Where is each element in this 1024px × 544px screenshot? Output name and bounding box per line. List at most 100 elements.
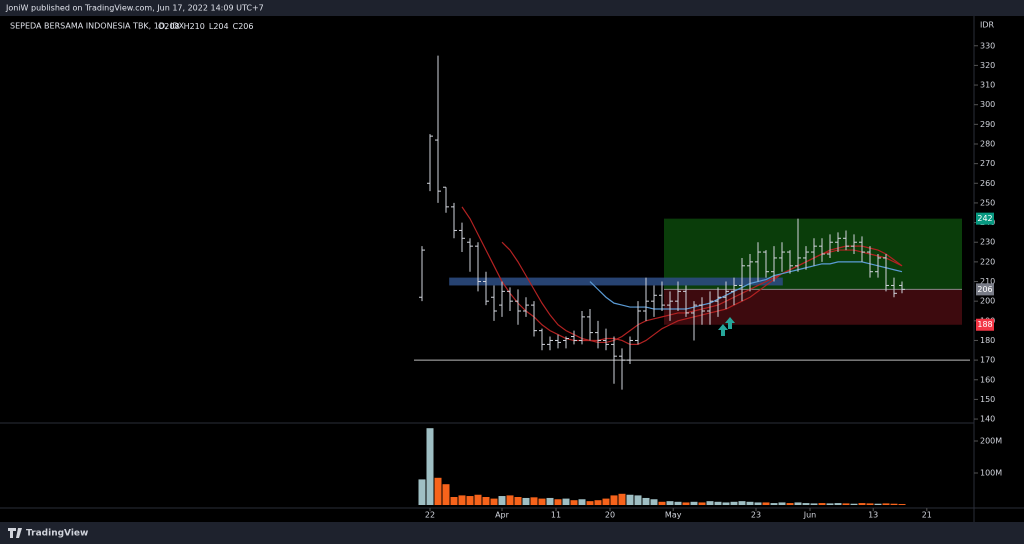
arrow	[725, 317, 735, 329]
volume-bar	[642, 497, 650, 505]
x-tick-label: 11	[551, 511, 561, 520]
x-tick-label: Jun	[803, 511, 817, 520]
volume-bar	[546, 497, 554, 505]
arrow	[718, 324, 728, 336]
y-tick-label: 320	[980, 61, 995, 70]
price-label-box	[976, 318, 994, 331]
ohlc-value: 208	[164, 22, 179, 31]
zone	[449, 277, 783, 286]
volume-bar	[538, 498, 546, 505]
y-tick-label: 310	[980, 81, 995, 90]
ohlc-value: 204	[213, 22, 228, 31]
volume-bar	[626, 494, 634, 505]
price-label-box	[976, 283, 994, 296]
volume-bar	[890, 503, 898, 505]
volume-bar	[898, 504, 906, 505]
y-tick-label: 250	[980, 198, 995, 207]
volume-tick-label: 200M	[980, 437, 1002, 446]
y-tick-label: 170	[980, 356, 995, 365]
x-tick-label: May	[665, 511, 682, 520]
volume-bar	[482, 497, 490, 505]
volume-bar	[418, 479, 426, 505]
ohlc-value: 206	[238, 22, 253, 31]
y-tick-label: 280	[980, 139, 995, 148]
position-profit	[664, 218, 962, 290]
x-tick-label: Apr	[495, 511, 510, 520]
y-tick-label: 160	[980, 375, 995, 384]
volume-bar	[602, 498, 610, 505]
y-tick-label: 220	[980, 257, 995, 266]
volume-bar	[466, 496, 474, 505]
volume-bar	[818, 503, 826, 505]
y-tick-label: 140	[980, 415, 995, 424]
volume-bar	[490, 498, 498, 505]
publisher: JoniW published on TradingView.com, Jun …	[5, 4, 264, 13]
volume-bar	[858, 503, 866, 505]
price-label: 242	[977, 214, 992, 223]
volume-bar	[498, 496, 506, 505]
volume-bar	[650, 499, 658, 505]
y-tick-label: 260	[980, 179, 995, 188]
volume-bar	[794, 502, 802, 505]
volume-bar	[474, 494, 482, 505]
volume-bar	[850, 503, 858, 505]
overlay-line	[589, 261, 903, 310]
volume-bar	[754, 502, 762, 505]
x-tick-label: 22	[425, 511, 435, 520]
volume-bar	[738, 501, 746, 505]
volume-bar	[554, 499, 562, 505]
volume-bar	[530, 497, 538, 505]
price-label: 206	[977, 285, 992, 294]
volume-bar	[842, 503, 850, 505]
volume-bar	[570, 500, 578, 505]
volume-bar	[746, 501, 754, 505]
currency: IDR	[980, 21, 995, 30]
y-tick-label: 210	[980, 277, 995, 286]
x-tick-label: 21	[922, 511, 932, 520]
ohlc-legend: O208 H210 L204 C206	[158, 22, 254, 31]
volume-bar	[778, 502, 786, 505]
volume-bar	[666, 501, 674, 505]
position-loss	[664, 289, 962, 325]
volume-bar	[874, 503, 882, 505]
volume-bar	[578, 499, 586, 505]
volume-bar	[562, 498, 570, 505]
y-tick-label: 300	[980, 100, 995, 109]
ohlc-key: H	[184, 22, 190, 31]
volume-bar	[610, 495, 618, 505]
volume-bar	[674, 501, 682, 505]
y-tick-label: 200	[980, 297, 995, 306]
price-label: 188	[977, 320, 992, 329]
x-tick-label: 20	[605, 511, 615, 520]
x-tick-label: 13	[868, 511, 878, 520]
volume-bar	[426, 428, 434, 505]
brand: TradingView	[26, 529, 88, 539]
volume-bar	[586, 501, 594, 505]
overlay-line	[461, 206, 903, 345]
volume-bar	[706, 501, 714, 505]
volume-bar	[810, 503, 818, 505]
y-tick-label: 290	[980, 120, 995, 129]
volume-bar	[866, 503, 874, 505]
ohlc-key: L	[209, 22, 214, 31]
volume-bar	[658, 501, 666, 505]
volume-bar	[730, 501, 738, 505]
price-label-box	[976, 212, 994, 225]
volume-bar	[834, 503, 842, 505]
volume-bar	[506, 495, 514, 505]
y-tick-label: 150	[980, 395, 995, 404]
volume-bar	[514, 497, 522, 505]
volume-bar	[458, 495, 466, 505]
ohlc-key: O	[158, 22, 164, 31]
volume-bar	[826, 503, 834, 505]
signal-arrows	[718, 317, 735, 336]
y-tick-label: 230	[980, 238, 995, 247]
ohlc-value: 210	[190, 22, 205, 31]
top-banner	[0, 0, 1024, 16]
y-tick-label: 270	[980, 159, 995, 168]
volume-bar	[434, 477, 442, 505]
volume-bar	[722, 502, 730, 505]
volume-bar	[762, 502, 770, 505]
